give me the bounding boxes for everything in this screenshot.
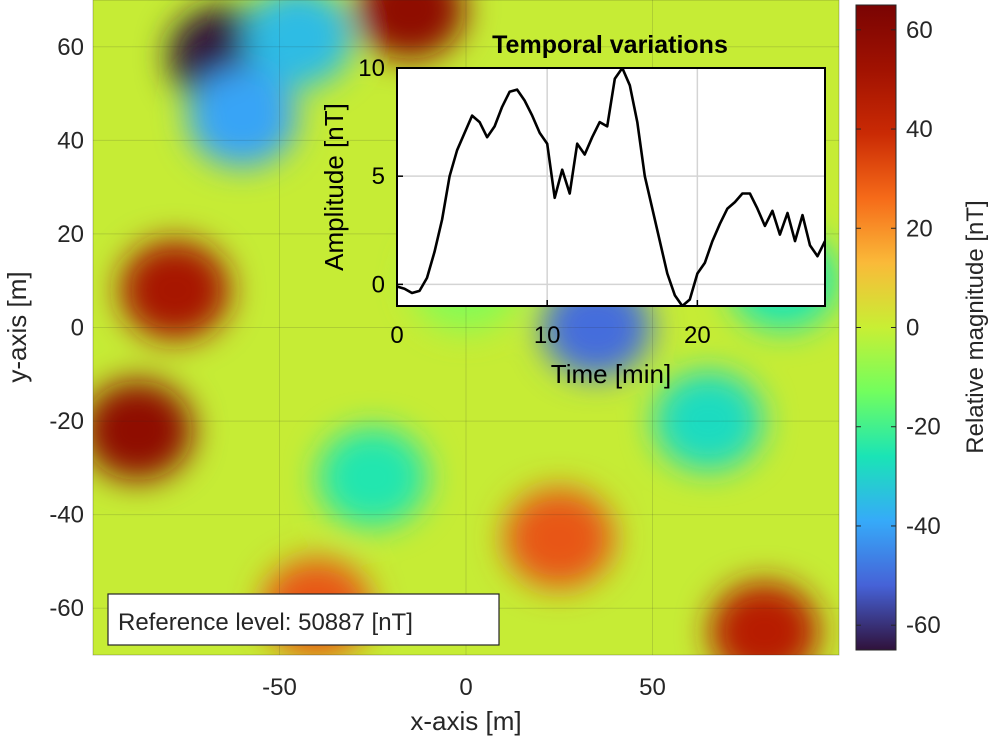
heatmap-anomaly <box>187 66 298 167</box>
inset-x-ticks: 0 10 20 <box>390 300 711 349</box>
reference-level-box: Reference level: 50887 [nT] <box>107 593 500 646</box>
heatmap-x-tick-label: 50 <box>639 674 666 701</box>
heatmap-y-tick-label: 40 <box>57 127 84 154</box>
heatmap-x-ticks: -50 0 50 <box>262 674 666 701</box>
heatmap-y-ticks: 60 40 20 0 -20 -40 -60 <box>49 34 84 622</box>
inset-frame <box>396 67 826 307</box>
colorbar-tick-label: -20 <box>906 414 941 441</box>
colorbar-tick-label: 40 <box>906 116 933 143</box>
inset-x-tick-label: 0 <box>390 322 403 349</box>
inset-x-label: Time [min] <box>551 359 671 389</box>
heatmap-anomaly <box>709 581 820 655</box>
heatmap-anomaly <box>504 488 615 589</box>
heatmap-y-label: y-axis [m] <box>2 271 32 382</box>
colorbar-gradient <box>856 5 896 650</box>
colorbar-ticks: 60 40 20 0 -20 -40 -60 <box>856 17 941 639</box>
inset-series-line <box>397 68 825 306</box>
inset-title: Temporal variations <box>492 31 728 59</box>
heatmap-y-tick-label: 0 <box>71 315 84 342</box>
colorbar-tick-label: 60 <box>906 17 933 44</box>
inset-x-tick-label: 20 <box>684 322 711 349</box>
heatmap-y-tick-label: -20 <box>49 408 84 435</box>
inset-y-label: Amplitude [nT] <box>319 103 349 271</box>
heatmap-frame <box>92 0 840 656</box>
heatmap-y-tick-label: -40 <box>49 502 84 529</box>
heatmap-anomaly <box>93 380 193 481</box>
inset-y-tick-label: 5 <box>372 163 385 190</box>
colorbar-tick-label: -40 <box>906 513 941 540</box>
inset-x-tick-label: 10 <box>534 322 561 349</box>
reference-level-value: 50887 <box>298 609 365 636</box>
colorbar-tick-label: -60 <box>906 612 941 639</box>
heatmap-anomaly <box>355 0 466 60</box>
heatmap-y-tick-label: 20 <box>57 221 84 248</box>
reference-level-label: Reference level: <box>118 609 291 636</box>
inset-y-tick-label: 10 <box>358 55 385 82</box>
heatmap-y-tick-label: 60 <box>57 34 84 61</box>
heatmap-anomaly <box>653 371 764 472</box>
reference-level-unit: [nT] <box>372 609 413 636</box>
heatmap-x-tick-label: -50 <box>262 674 297 701</box>
colorbar-tick-label: 20 <box>906 215 933 242</box>
inset-line-plot: 0 10 20 0 5 10 Temporal variations Time [min… <box>319 31 826 389</box>
heatmap-x-tick-label: 0 <box>459 674 472 701</box>
inset-y-ticks: 0 5 10 <box>358 55 403 298</box>
colorbar-label: Relative magnitude [nT] <box>962 200 989 453</box>
heatmap-anomaly <box>317 427 428 528</box>
svg-text:Reference level: 50887: Reference level: 50887 [nT] <box>118 609 413 636</box>
heatmap-anomaly <box>120 240 231 341</box>
colorbar: 60 40 20 0 -20 -40 -60 Relative magnitude [nT] <box>855 4 989 651</box>
heatmap-x-label: x-axis [m] <box>410 706 521 736</box>
inset-y-tick-label: 0 <box>372 271 385 298</box>
heatmap-anomaly <box>243 0 354 88</box>
heatmap-y-tick-label: -60 <box>49 595 84 622</box>
colorbar-tick-label: 0 <box>906 315 919 342</box>
